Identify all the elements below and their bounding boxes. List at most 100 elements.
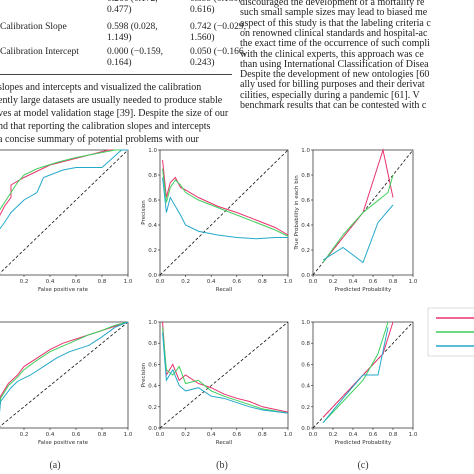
curve: [322, 148, 394, 263]
y-tick-label: 0.2: [148, 405, 157, 411]
x-tick-label: 0.2: [181, 432, 190, 438]
plot-frame: [159, 321, 289, 429]
y-tick-label: 0.6: [301, 198, 310, 204]
y-tick-label: 1.0: [148, 320, 157, 326]
body-text-line: ently large datasets are usually needed …: [0, 95, 223, 106]
curve: [322, 204, 394, 264]
x-tick-label: 0.8: [258, 432, 267, 438]
table-cell: 0.399 (0.180, 0.616): [190, 0, 241, 15]
table-cell: Calibration Slope: [0, 22, 67, 32]
diagonal: [0, 321, 129, 427]
y-tick-label: 0.0: [148, 426, 157, 432]
y-tick-label: 0.8: [301, 173, 310, 179]
x-tick-label: 0.6: [232, 432, 241, 438]
x-tick-label: 0.2: [329, 432, 338, 438]
curve: [162, 177, 288, 240]
x-tick-label: 0.6: [369, 279, 378, 285]
x-tick-label: 1.0: [124, 279, 133, 285]
x-tick-label: 0.4: [46, 432, 55, 438]
x-tick-label: 0.6: [72, 432, 81, 438]
body-text-line: discouraged the development of a mortali…: [240, 0, 425, 8]
x-axis-label: Predicted Probability: [335, 287, 392, 293]
body-text-line: than using International Classification …: [240, 58, 429, 70]
y-tick-label: 0.2: [301, 405, 310, 411]
x-tick-label: 0.2: [20, 432, 29, 438]
table-cell: 0.266 (0.172, 0.477): [107, 0, 158, 15]
curve: [0, 149, 128, 230]
table-cell: 0.742 (−0.029, 1.560): [190, 22, 247, 43]
y-tick-label: 0.0: [301, 426, 310, 432]
y-tick-label: 1.0: [301, 148, 310, 154]
y-tick-label: 0.4: [301, 223, 310, 229]
x-tick-label: 0.4: [207, 279, 216, 285]
plot-frame: [0, 321, 129, 429]
x-tick-label: 0.4: [349, 432, 358, 438]
plot-frame: [159, 149, 289, 276]
curve: [162, 168, 289, 237]
x-tick-label: 0.6: [232, 279, 241, 285]
x-tick-label: 0.0: [309, 432, 318, 438]
x-axis-label: Recall: [216, 440, 233, 446]
x-tick-label: 1.0: [284, 432, 293, 438]
x-tick-label: 0.4: [46, 279, 55, 285]
x-axis-label: False positive rate: [38, 440, 89, 446]
x-axis-label: Recall: [216, 287, 233, 293]
table-cell: Calibration Intercept: [0, 47, 79, 57]
y-tick-label: 0.0: [148, 273, 157, 279]
body-text-line: cilities, especially during a pandemic […: [240, 89, 420, 101]
curve: [162, 327, 289, 414]
y-tick-label: 0.2: [148, 248, 157, 254]
curve: [0, 149, 128, 211]
y-tick-label: 0.8: [148, 173, 157, 179]
body-text-line: ves at model validation stage [39]. Desp…: [0, 108, 229, 119]
y-tick-label: 0.8: [148, 341, 157, 347]
y-axis-label: Precision: [141, 200, 147, 225]
caption: (a): [49, 460, 60, 471]
x-tick-label: 0.2: [329, 279, 338, 285]
y-tick-label: 0.4: [301, 384, 310, 390]
diagonal: [0, 149, 129, 274]
y-axis-label: Precision: [141, 362, 147, 387]
y-tick-label: 1.0: [301, 320, 310, 326]
plot-frame: [312, 321, 414, 429]
x-tick-label: 0.4: [207, 432, 216, 438]
plot-frame: [0, 149, 129, 276]
y-tick-label: 0.4: [148, 223, 157, 229]
plot-frame: [312, 149, 414, 276]
x-tick-label: 0.8: [258, 279, 267, 285]
curve: [162, 332, 289, 414]
x-tick-label: 0.8: [389, 432, 398, 438]
x-axis-label: Predicted Probability: [335, 440, 392, 446]
curve: [322, 321, 394, 418]
body-text-line: ally used for billing purposes and their…: [240, 79, 425, 91]
curve: [322, 321, 389, 424]
x-tick-label: 0.6: [369, 432, 378, 438]
x-tick-label: 0.8: [98, 279, 107, 285]
x-axis-label: False positive rate: [38, 287, 89, 293]
x-tick-label: 0.6: [72, 279, 81, 285]
body-text-line: the exact time of the occurrence of such…: [240, 38, 430, 50]
curve: [0, 321, 129, 413]
y-tick-label: 0.0: [301, 273, 310, 279]
x-tick-label: 0.8: [389, 279, 398, 285]
body-text-line: a concise summary of potential problems …: [0, 134, 199, 145]
y-tick-label: 0.2: [301, 248, 310, 254]
body-text-line: with the clinical experts, this approach…: [240, 48, 424, 60]
diagonal: [159, 321, 289, 429]
y-tick-label: 1.0: [148, 148, 157, 154]
x-tick-label: 1.0: [124, 432, 133, 438]
curve: [322, 174, 394, 263]
x-tick-label: 0.0: [156, 432, 165, 438]
curve: [0, 321, 129, 411]
x-tick-label: 1.0: [409, 432, 418, 438]
y-tick-label: 0.6: [301, 362, 310, 368]
y-tick-label: 0.8: [301, 341, 310, 347]
curve: [322, 327, 389, 424]
caption: (c): [357, 460, 368, 471]
x-tick-label: 0.0: [309, 279, 318, 285]
table-cell: 0.050 (−0.166, 0.243): [190, 47, 247, 68]
table-rule: [0, 74, 232, 75]
table-cell: 0.000 (−0.159, 0.164): [107, 47, 164, 68]
body-text-line: such small sample sizes may lead to bias…: [240, 7, 428, 19]
